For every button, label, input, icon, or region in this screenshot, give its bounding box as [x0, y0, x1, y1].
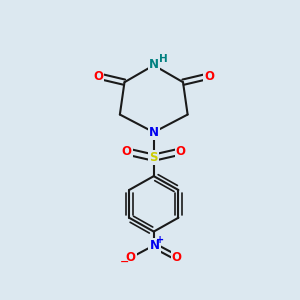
- Text: S: S: [149, 151, 158, 164]
- Text: N: N: [149, 126, 159, 139]
- Text: O: O: [176, 145, 186, 158]
- Text: N: N: [149, 58, 159, 71]
- Text: O: O: [126, 251, 136, 264]
- Text: N: N: [149, 239, 160, 252]
- Text: O: O: [172, 251, 182, 264]
- Text: O: O: [122, 145, 132, 158]
- Text: −: −: [120, 256, 129, 267]
- Text: +: +: [156, 235, 164, 245]
- Text: O: O: [204, 70, 214, 83]
- Text: H: H: [159, 54, 168, 64]
- Text: O: O: [93, 70, 103, 83]
